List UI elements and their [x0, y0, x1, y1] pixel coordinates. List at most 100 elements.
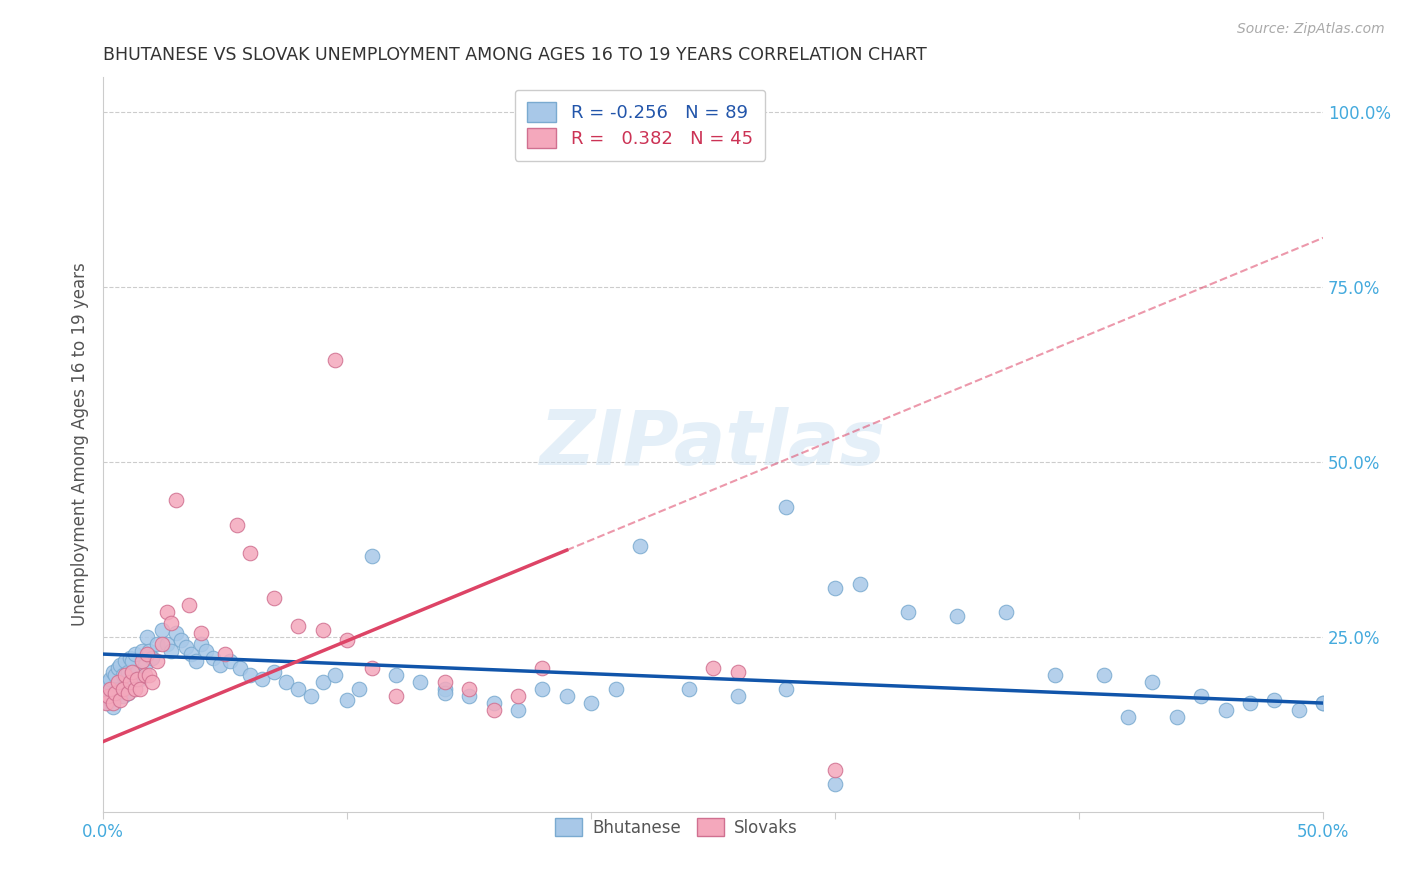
Legend: Bhutanese, Slovaks: Bhutanese, Slovaks: [548, 812, 804, 844]
Point: [100, 692, 122, 706]
Point: [114, 654, 136, 668]
Point: [134, 668, 156, 682]
Text: BHUTANESE VS SLOVAK UNEMPLOYMENT AMONG AGES 16 TO 19 YEARS CORRELATION CHART: BHUTANESE VS SLOVAK UNEMPLOYMENT AMONG A…: [103, 46, 927, 64]
Point: [100, 682, 122, 697]
Point: [1263, 692, 1285, 706]
Point: [336, 692, 359, 706]
Point: [433, 682, 456, 697]
Point: [1312, 696, 1334, 710]
Point: [1215, 703, 1237, 717]
Text: Source: ZipAtlas.com: Source: ZipAtlas.com: [1237, 22, 1385, 37]
Point: [146, 637, 169, 651]
Point: [121, 654, 143, 668]
Point: [114, 668, 136, 682]
Point: [482, 703, 505, 717]
Point: [605, 682, 627, 697]
Point: [482, 696, 505, 710]
Point: [138, 668, 160, 682]
Point: [100, 672, 122, 686]
Point: [579, 696, 602, 710]
Point: [1312, 696, 1334, 710]
Point: [458, 682, 481, 697]
Point: [1288, 703, 1310, 717]
Point: [946, 608, 969, 623]
Point: [108, 657, 131, 672]
Point: [263, 665, 285, 679]
Point: [150, 637, 173, 651]
Point: [702, 661, 724, 675]
Point: [360, 661, 382, 675]
Point: [299, 689, 322, 703]
Point: [628, 539, 651, 553]
Point: [506, 689, 529, 703]
Point: [506, 703, 529, 717]
Point: [174, 640, 197, 654]
Point: [824, 581, 846, 595]
Point: [727, 689, 749, 703]
Point: [165, 626, 187, 640]
Point: [138, 643, 160, 657]
Point: [114, 679, 136, 693]
Point: [136, 630, 159, 644]
Point: [128, 672, 150, 686]
Point: [101, 696, 124, 710]
Point: [121, 665, 143, 679]
Point: [250, 672, 273, 686]
Point: [160, 643, 183, 657]
Point: [1189, 689, 1212, 703]
Point: [141, 675, 163, 690]
Point: [458, 689, 481, 703]
Point: [824, 776, 846, 790]
Point: [118, 675, 141, 690]
Point: [184, 654, 207, 668]
Point: [131, 643, 153, 657]
Point: [107, 685, 129, 699]
Point: [276, 675, 298, 690]
Point: [107, 675, 129, 690]
Point: [1166, 710, 1188, 724]
Point: [775, 682, 797, 697]
Point: [124, 682, 146, 697]
Point: [336, 633, 359, 648]
Point: [190, 626, 212, 640]
Point: [214, 647, 236, 661]
Point: [775, 500, 797, 515]
Point: [127, 672, 149, 686]
Point: [117, 685, 139, 699]
Point: [287, 619, 309, 633]
Point: [131, 654, 153, 668]
Point: [323, 668, 346, 682]
Point: [1116, 710, 1139, 724]
Point: [531, 682, 554, 697]
Point: [111, 689, 134, 703]
Point: [94, 696, 117, 710]
Point: [323, 353, 346, 368]
Point: [94, 682, 117, 697]
Point: [134, 657, 156, 672]
Point: [141, 650, 163, 665]
Point: [238, 546, 260, 560]
Point: [155, 637, 177, 651]
Point: [312, 675, 335, 690]
Point: [160, 615, 183, 630]
Point: [349, 682, 371, 697]
Point: [108, 682, 131, 697]
Point: [1043, 668, 1066, 682]
Point: [433, 685, 456, 699]
Point: [128, 682, 150, 697]
Point: [111, 682, 134, 697]
Point: [107, 661, 129, 675]
Point: [111, 668, 134, 682]
Point: [229, 661, 252, 675]
Point: [433, 675, 456, 690]
Point: [136, 647, 159, 661]
Point: [104, 668, 127, 682]
Point: [146, 654, 169, 668]
Point: [177, 598, 200, 612]
Point: [409, 675, 432, 690]
Point: [127, 665, 149, 679]
Point: [108, 692, 131, 706]
Point: [104, 689, 127, 703]
Y-axis label: Unemployment Among Ages 16 to 19 years: Unemployment Among Ages 16 to 19 years: [72, 262, 89, 626]
Point: [150, 623, 173, 637]
